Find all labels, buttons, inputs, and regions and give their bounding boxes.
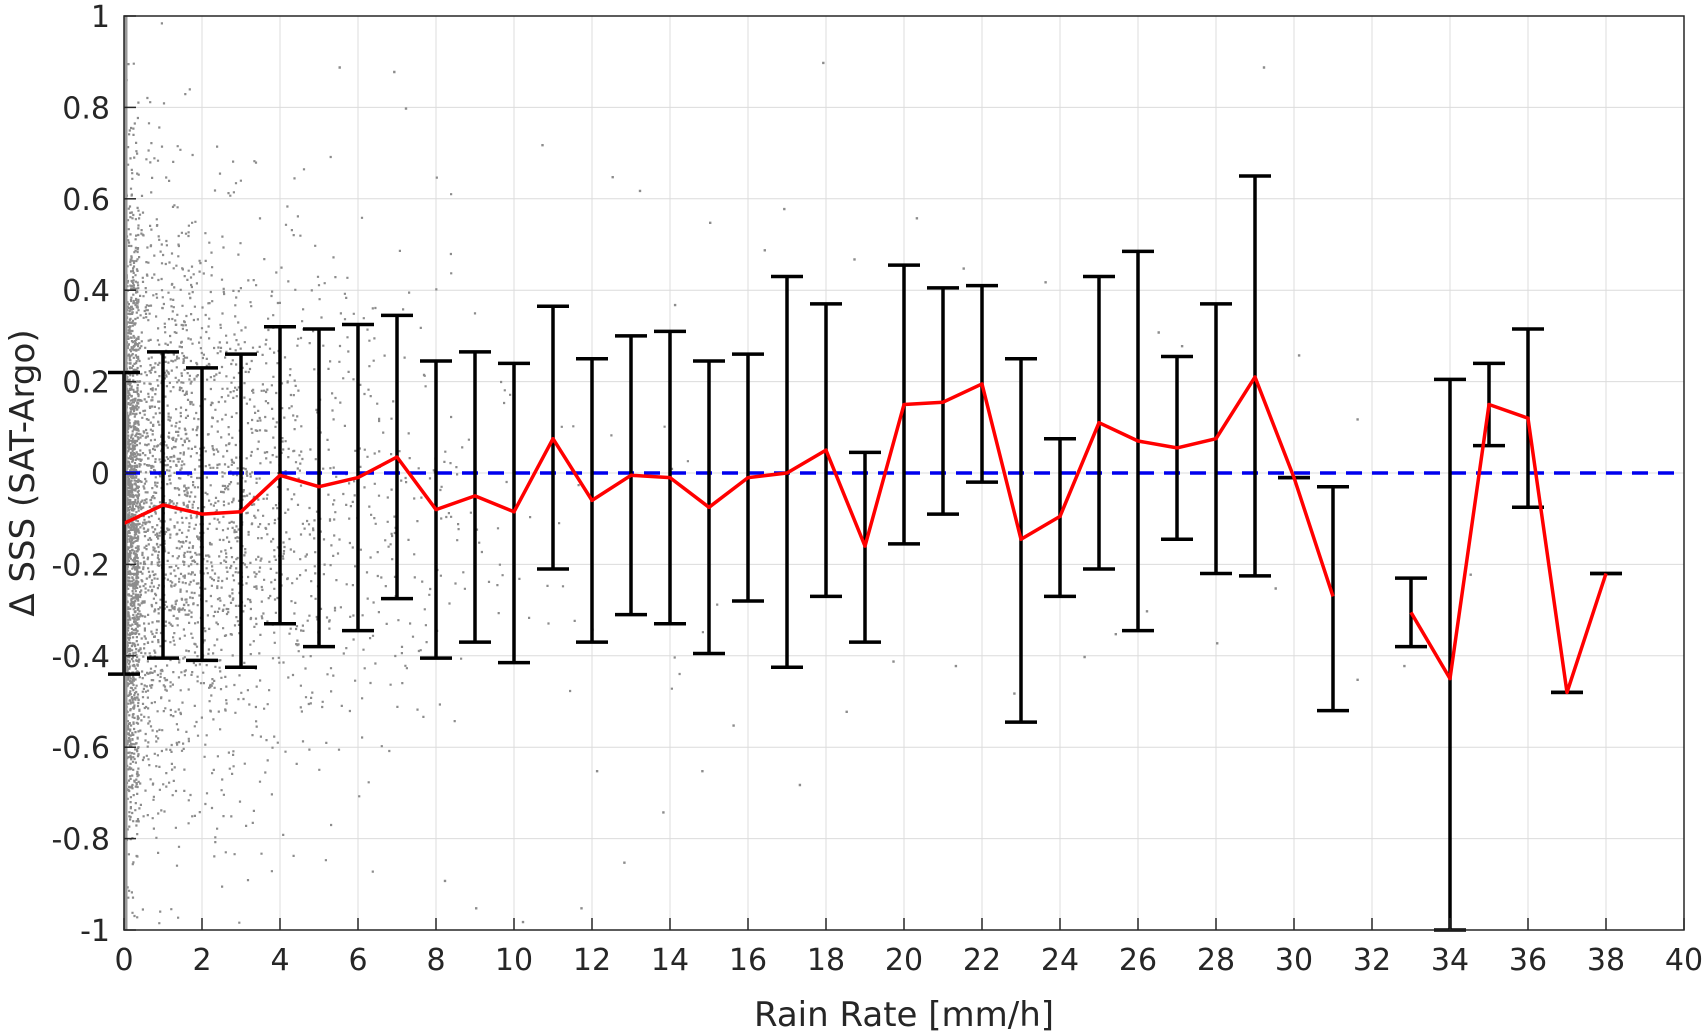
x-tick-label: 32 [1353, 943, 1391, 978]
y-tick-label: 1 [91, 0, 110, 35]
error-bar [1317, 484, 1349, 713]
x-tick-label: 20 [885, 943, 923, 978]
y-tick-label: 0.8 [62, 91, 110, 126]
x-tick-label: 0 [114, 943, 133, 978]
y-tick-label: 0.4 [62, 274, 110, 309]
y-tick-label: -1 [80, 914, 110, 949]
x-tick-label: 34 [1431, 943, 1469, 978]
y-tick-label: -0.4 [51, 640, 110, 675]
x-tick-label: 14 [651, 943, 689, 978]
x-tick-label: 22 [963, 943, 1001, 978]
x-ticks: 0 2 4 6 8 10 12 14 16 18 20 22 24 26 28 30 32 34 36 38 40 [114, 918, 1703, 978]
x-tick-label: 24 [1041, 943, 1079, 978]
mean-line [123, 375, 1608, 695]
error-bar [1395, 576, 1427, 649]
x-axis-label: Rain Rate [mm/h] [754, 995, 1054, 1035]
x-tick-label: 6 [348, 943, 367, 978]
x-tick-label: 12 [573, 943, 611, 978]
y-tick-label: 0.2 [62, 366, 110, 401]
x-tick-label: 40 [1665, 943, 1703, 978]
y-tick-label: 0.6 [62, 183, 110, 218]
x-tick-label: 36 [1509, 943, 1547, 978]
y-tick-label: -0.6 [51, 731, 110, 766]
x-tick-label: 2 [192, 943, 211, 978]
x-tick-label: 8 [426, 943, 445, 978]
x-tick-label: 28 [1197, 943, 1235, 978]
y-axis-label: Δ SSS (SAT-Argo) [3, 329, 43, 616]
x-tick-label: 4 [270, 943, 289, 978]
x-tick-label: 38 [1587, 943, 1625, 978]
x-tick-label: 10 [495, 943, 533, 978]
y-ticks: -1 -0.8 -0.6 -0.4 -0.2 0 0.2 0.4 0.6 0.8 1 [51, 0, 136, 949]
y-tick-label: -0.2 [51, 548, 110, 583]
y-tick-label: 0 [91, 457, 110, 492]
x-tick-label: 16 [729, 943, 767, 978]
x-tick-label: 18 [807, 943, 845, 978]
mean-series-line [123, 375, 1608, 695]
x-tick-label: 26 [1119, 943, 1157, 978]
y-tick-label: -0.8 [51, 823, 110, 858]
x-tick-label: 30 [1275, 943, 1313, 978]
